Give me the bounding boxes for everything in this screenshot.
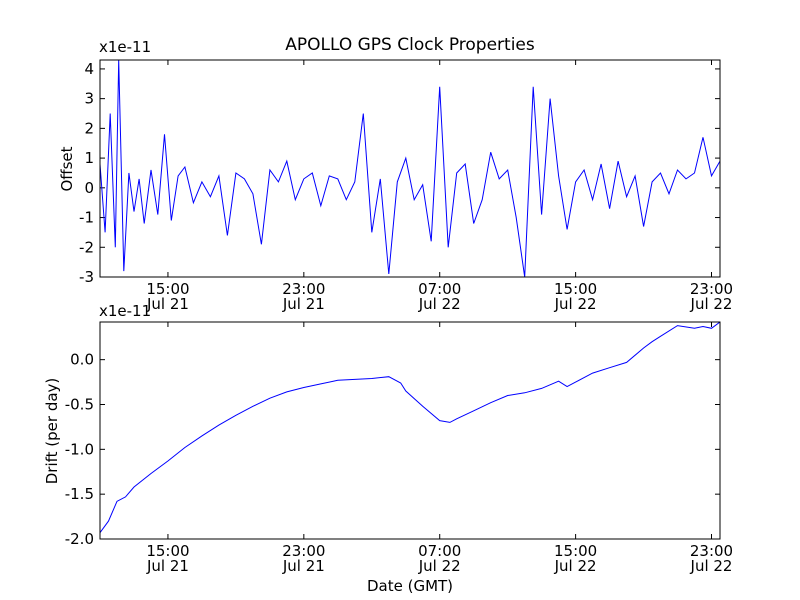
x-tick-date-label: Jul 21 — [146, 295, 189, 313]
drift-ylabel: Drift (per day) — [43, 378, 61, 485]
x-tick-date-label: Jul 21 — [146, 557, 189, 575]
drift-series-line — [99, 321, 721, 533]
y-tick-label: 3 — [84, 90, 94, 108]
x-tick-time-label: 15:00 — [554, 542, 597, 560]
chart-title: APOLLO GPS Clock Properties — [285, 35, 535, 55]
drift-scale-label: x1e-11 — [99, 302, 151, 320]
drift-panel: x1e-11 Drift (per day) -2.0 -1.5 -1.0 -0.5 0… — [43, 302, 733, 595]
x-tick-time-label: 23:00 — [690, 280, 733, 298]
y-tick-label: -1.5 — [65, 485, 94, 503]
y-tick-label: -3 — [79, 268, 94, 286]
y-tick-label: 4 — [84, 60, 94, 78]
x-tick-date-label: Jul 21 — [282, 557, 325, 575]
offset-series-line — [99, 59, 721, 278]
x-tick-time-label: 23:00 — [282, 542, 325, 560]
x-tick-date-label: Jul 22 — [690, 557, 733, 575]
y-tick-label: 1 — [84, 149, 94, 167]
y-tick-label: -2.0 — [65, 530, 94, 548]
x-tick-date-label: Jul 22 — [418, 557, 461, 575]
y-tick-label: -0.5 — [65, 395, 94, 413]
y-tick-label: -1 — [79, 209, 94, 227]
offset-scale-label: x1e-11 — [99, 38, 151, 56]
x-tick-time-label: 23:00 — [282, 280, 325, 298]
x-tick-time-label: 15:00 — [146, 542, 189, 560]
x-tick-date-label: Jul 22 — [554, 295, 597, 313]
offset-axes-frame — [99, 59, 721, 278]
x-tick-date-label: Jul 21 — [282, 295, 325, 313]
x-tick-date-label: Jul 22 — [690, 295, 733, 313]
y-tick-label: -2 — [79, 238, 94, 256]
y-tick-label: 0 — [84, 179, 94, 197]
x-tick-time-label: 07:00 — [418, 542, 461, 560]
x-tick-date-label: Jul 22 — [418, 295, 461, 313]
x-tick-time-label: 15:00 — [554, 280, 597, 298]
offset-ylabel: Offset — [58, 146, 76, 191]
y-tick-label: 2 — [84, 119, 94, 137]
x-tick-time-label: 23:00 — [690, 542, 733, 560]
y-tick-label: -1.0 — [65, 440, 94, 458]
x-tick-time-label: 15:00 — [146, 280, 189, 298]
drift-axes-frame — [99, 321, 721, 540]
x-tick-date-label: Jul 22 — [554, 557, 597, 575]
x-tick-time-label: 07:00 — [418, 280, 461, 298]
y-tick-label: 0.0 — [70, 351, 94, 369]
drift-xlabel: Date (GMT) — [367, 577, 453, 595]
